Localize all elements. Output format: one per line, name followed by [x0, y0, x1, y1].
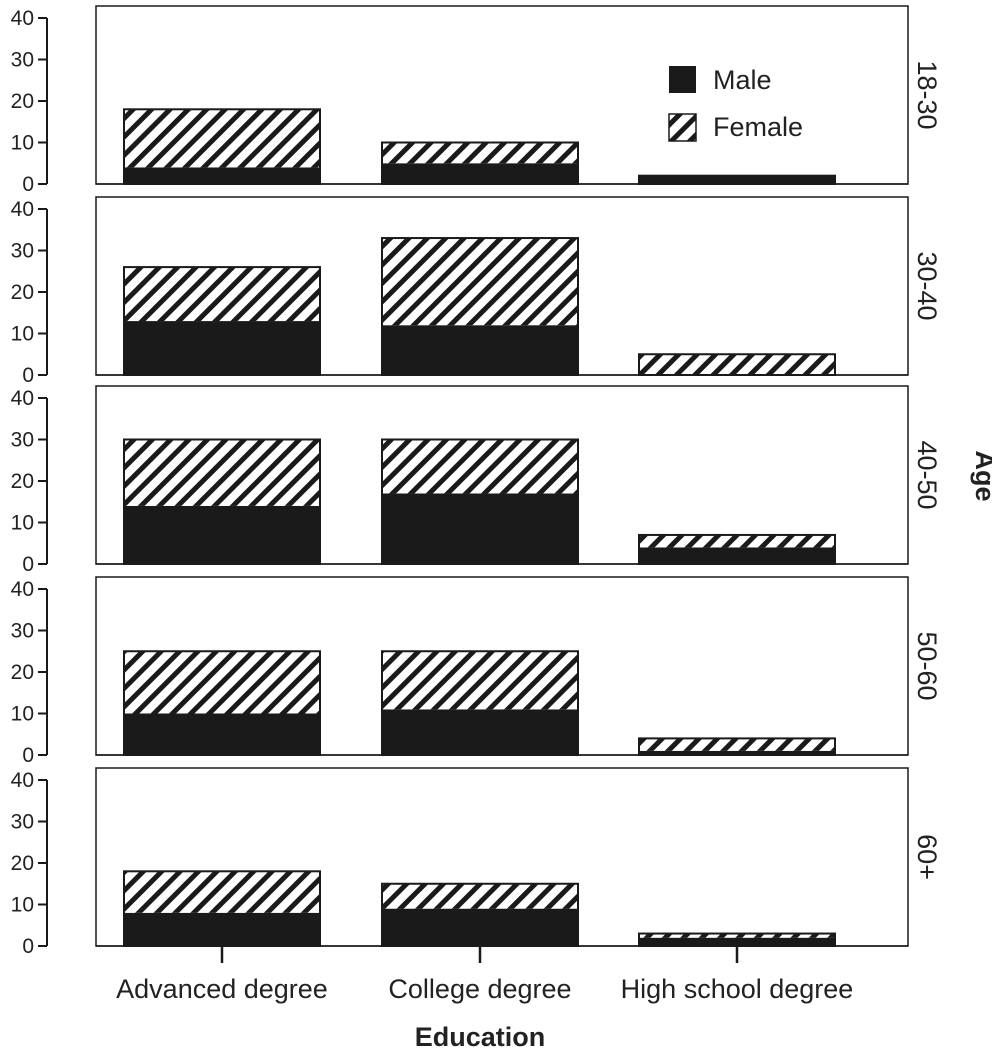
x-tick-label: College degree	[388, 974, 571, 1004]
bar-male-4-2	[382, 709, 578, 755]
bar-female-3-1	[124, 439, 320, 506]
bar-outline	[123, 650, 321, 756]
bar-female-5-1	[124, 871, 320, 913]
bar-outline	[381, 141, 579, 185]
y-tick-label: 40	[11, 387, 34, 410]
panels-layer: 18-3001020304030-4001020304040-500102030…	[11, 5, 942, 958]
bar-male-1-1	[124, 167, 320, 184]
bar-male-5-2	[382, 908, 578, 946]
bar-female-4-1	[124, 651, 320, 714]
bar-female-4-3	[639, 738, 835, 751]
bar-female-3-2	[382, 439, 578, 494]
bar-outline	[123, 438, 321, 565]
panel-18-30: 18-30 0 10 20 30 40	[11, 5, 942, 196]
bar-male-2-2	[382, 325, 578, 375]
legend-swatch-male	[669, 66, 696, 93]
y-tick-label: 30	[11, 429, 34, 452]
facet-label: 40-50	[912, 440, 942, 509]
bar-male-5-1	[124, 912, 320, 946]
legend-label-female: Female	[713, 112, 803, 142]
bar-outline	[638, 174, 836, 185]
y-tick-label: 0	[22, 935, 34, 958]
legend-label-male: Male	[713, 65, 772, 95]
bar-female-2-1	[124, 267, 320, 322]
bar-male-4-1	[124, 713, 320, 755]
x-axis-title: Education	[415, 1022, 546, 1050]
bar-female-3-3	[639, 534, 835, 548]
bar-female-1-1	[124, 109, 320, 168]
facet-label: 30-40	[912, 251, 942, 320]
x-axis: Advanced degree College degree High school…	[116, 946, 853, 1004]
y-tick-label: 20	[11, 661, 34, 684]
y-tick-label: 10	[11, 323, 34, 346]
facet-label: 50-60	[912, 631, 942, 700]
y-tick-label: 10	[11, 512, 34, 535]
bar-male-4-3	[639, 750, 835, 755]
y-tick-label: 10	[11, 703, 34, 726]
facet-axis-title: Age	[970, 450, 992, 501]
bar-male-3-1	[124, 505, 320, 564]
bar-outline	[381, 237, 579, 376]
facet-label: 18-30	[912, 60, 942, 129]
bar-female-2-2	[382, 238, 578, 326]
y-tick-label: 30	[11, 240, 34, 263]
y-tick-label: 40	[11, 198, 34, 221]
facet-label: 60+	[912, 834, 942, 880]
y-tick-label: 10	[11, 894, 34, 917]
bar-female-2-3	[639, 354, 835, 375]
panel-40-50: 40-50 0 10 20 30 40	[11, 385, 942, 576]
bar-male-2-1	[124, 321, 320, 375]
bar-female-5-3	[639, 933, 835, 938]
y-tick-label: 20	[11, 90, 34, 113]
bar-outline	[638, 353, 836, 376]
y-tick-label: 0	[22, 744, 34, 767]
y-tick-label: 40	[11, 769, 34, 792]
bar-female-1-2	[382, 142, 578, 164]
bar-male-3-2	[382, 493, 578, 564]
bar-male-1-3	[639, 175, 835, 184]
panel-50-60: 50-60 0 10 20 30 40	[11, 576, 942, 767]
bar-female-5-2	[382, 883, 578, 909]
bar-male-1-2	[382, 163, 578, 184]
y-tick-label: 0	[22, 553, 34, 576]
bar-male-5-3	[639, 937, 835, 946]
y-tick-label: 0	[22, 364, 34, 387]
panel-30-40: 30-40 0 10 20 30 40	[11, 196, 942, 387]
bar-outline	[638, 737, 836, 757]
legend: Male Female	[668, 65, 803, 142]
y-tick-label: 40	[11, 7, 34, 30]
bar-female-4-2	[382, 651, 578, 710]
panel-60+: 60+ 0 10 20 30 40	[11, 767, 942, 958]
y-tick-label: 30	[11, 620, 34, 643]
y-tick-label: 20	[11, 470, 34, 493]
y-tick-label: 30	[11, 811, 34, 834]
bar-outline	[638, 533, 836, 566]
y-tick-label: 30	[11, 49, 34, 72]
x-tick-label: High school degree	[621, 974, 854, 1004]
y-tick-label: 40	[11, 578, 34, 601]
bar-outline	[381, 650, 579, 756]
y-tick-label: 20	[11, 852, 34, 875]
bar-outline	[123, 108, 321, 185]
x-tick-label: Advanced degree	[116, 974, 328, 1004]
bar-outline	[123, 266, 321, 377]
y-tick-label: 10	[11, 132, 34, 155]
legend-swatch-female	[668, 113, 697, 142]
y-tick-label: 20	[11, 281, 34, 304]
y-tick-label: 0	[22, 173, 34, 196]
bar-male-3-3	[639, 547, 835, 564]
bar-outline	[381, 438, 579, 565]
